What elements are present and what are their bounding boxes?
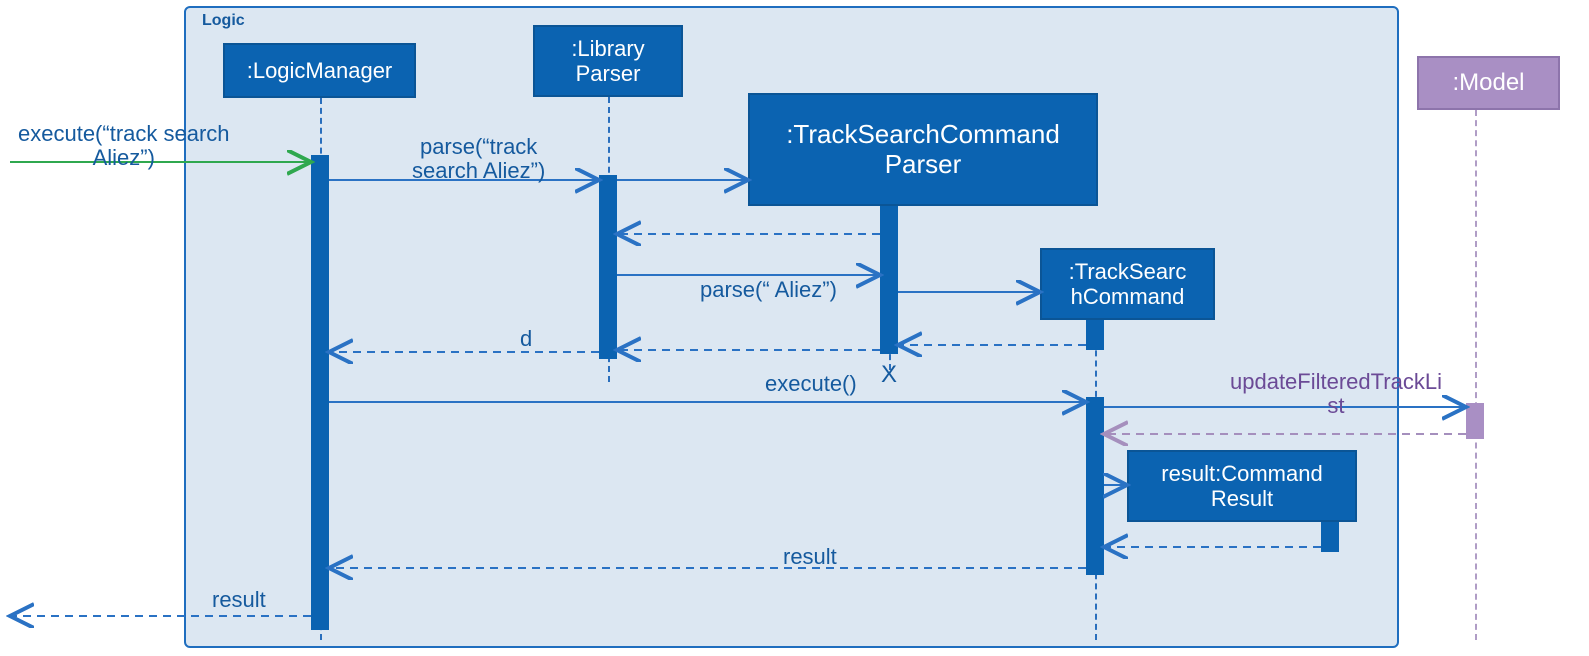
msg-d: d — [520, 327, 532, 351]
track-search-command-parser-head: :TrackSearchCommand Parser — [748, 93, 1098, 206]
ts-command-activation-1 — [1086, 320, 1104, 350]
library-parser-activation — [599, 175, 617, 359]
msg-execute-empty: execute() — [765, 372, 857, 396]
msg-parse-aliez: parse(“ Aliez”) — [700, 278, 837, 302]
logic-manager-head: :LogicManager — [223, 43, 416, 98]
logic-manager-activation — [311, 155, 329, 630]
ts-command-activation-2 — [1086, 397, 1104, 575]
msg-execute-in: execute(“track search Aliez”) — [18, 122, 230, 170]
model-head: :Model — [1417, 56, 1560, 110]
command-result-head: result:Command Result — [1127, 450, 1357, 522]
msg-result-1: result — [783, 545, 837, 569]
track-search-command-head: :TrackSearc hCommand — [1040, 248, 1215, 320]
model-activation — [1466, 403, 1484, 439]
msg-update-filtered: updateFilteredTrackLi st — [1230, 370, 1442, 418]
msg-parse-track: parse(“track search Aliez”) — [412, 135, 545, 183]
command-result-activation — [1321, 522, 1339, 552]
logic-frame-label: Logic — [202, 12, 245, 30]
model-lifeline — [1475, 110, 1477, 640]
destroy-marker: X — [881, 361, 897, 389]
msg-result-2: result — [212, 588, 266, 612]
tsc-parser-activation-1 — [880, 206, 898, 256]
tsc-parser-activation-2 — [880, 256, 898, 354]
library-parser-head: :Library Parser — [533, 25, 683, 97]
